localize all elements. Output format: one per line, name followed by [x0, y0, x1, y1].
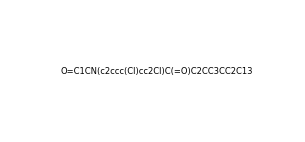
Text: O=C1CN(c2ccc(Cl)cc2Cl)C(=O)C2CC3CC2C13: O=C1CN(c2ccc(Cl)cc2Cl)C(=O)C2CC3CC2C13: [60, 67, 253, 76]
